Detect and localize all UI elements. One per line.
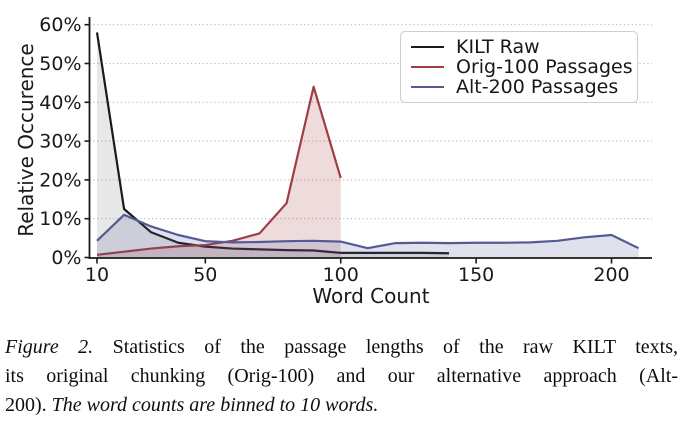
kilt-raw-line-swatch [411,45,444,49]
series-line-orig-100-passages [96,85,342,256]
y-tick-label: 30% [39,131,81,153]
y-tick-label: 0% [51,247,81,269]
orig-100-line-swatch [411,65,444,69]
x-tick-label: 10 [85,264,109,286]
x-tick-label: 100 [323,264,359,286]
y-tick-label: 60% [39,14,81,36]
caption-line-1: Figure 2. Statistics of the passage leng… [5,333,678,362]
y-tick-label: 10% [39,208,81,230]
legend-item-alt-200: Alt-200 Passages [411,77,631,97]
legend-item-kilt-raw: KILT Raw [411,37,631,57]
legend-item-orig-100: Orig-100 Passages [411,56,633,78]
x-tick-label: 50 [193,264,217,286]
figure-number: Figure 2. [5,336,94,358]
x-tick-label: 150 [458,264,494,286]
series-fill-alt-200-passages [97,214,639,258]
legend-label: KILT Raw [456,36,540,58]
y-tick-label: 40% [39,92,81,114]
y-tick-label: 20% [39,169,81,191]
legend-label: Orig-100 Passages [456,56,633,78]
figure-caption: Figure 2. Statistics of the passage leng… [5,333,678,419]
line-chart: 10 50 100 150 200 0% 10% 20% 30% 40% 50% 60% [39,14,652,286]
caption-text: 200). [5,393,47,416]
legend-label: Alt-200 Passages [456,76,619,98]
caption-text: its original chunking (Orig-100) and our… [5,364,678,387]
caption-line-3: 200). The word counts are binned to 10 w… [5,391,678,420]
caption-line-2: its original chunking (Orig-100) and our… [5,362,678,391]
series-fill-kilt-raw [97,32,450,259]
y-axis-title: Relative Occurence [14,43,38,237]
caption-text: Statistics of the passage lengths of the… [112,336,678,358]
x-axis-title: Word Count [312,284,430,308]
legend: KILT Raw Orig-100 Passages Alt-200 Passa… [400,31,638,103]
alt-200-line-swatch [411,85,444,89]
x-tick-label: 200 [593,264,629,286]
y-tick-label: 50% [39,53,81,75]
series-line-alt-200-passages [96,213,640,250]
series-fill-orig-100-passages [97,86,341,258]
series-line-kilt-raw [95,32,450,255]
caption-note-italic: The word counts are binned to 10 words. [51,393,379,416]
